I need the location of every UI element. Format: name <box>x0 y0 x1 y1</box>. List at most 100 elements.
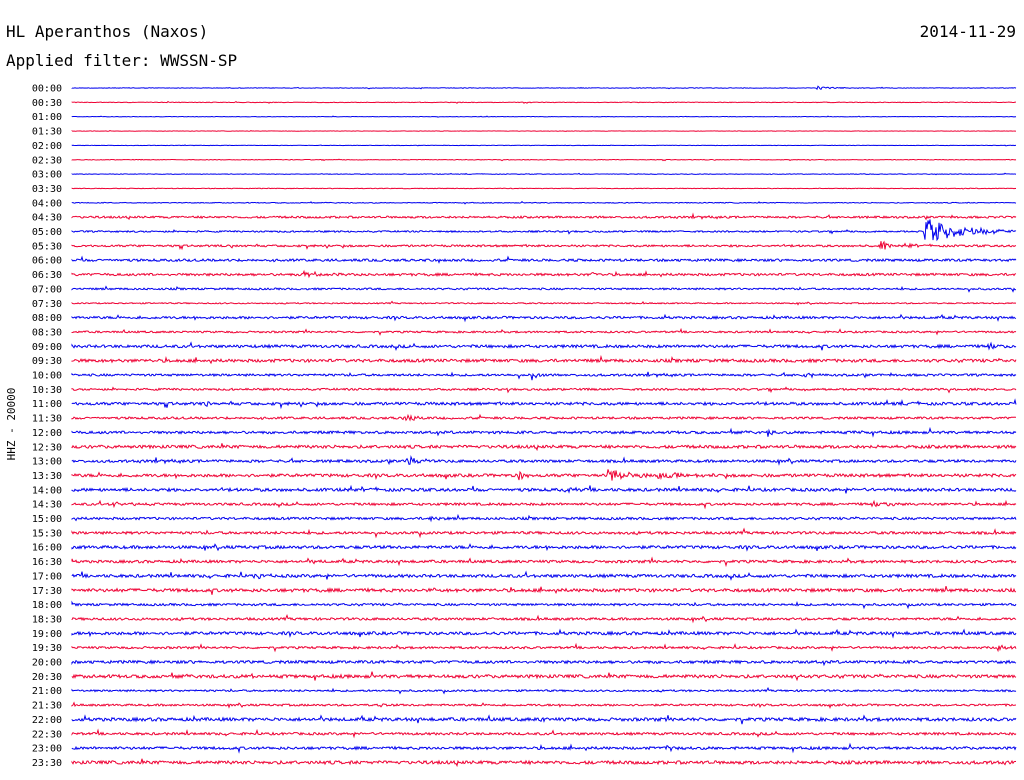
trace-row-1930: 19:30 <box>32 642 1017 654</box>
row-time-label: 17:00 <box>32 571 62 582</box>
seismic-trace <box>71 513 1017 523</box>
trace-row-1530: 15:30 <box>32 527 1017 539</box>
seismic-trace <box>71 313 1017 323</box>
trace-row-0530: 05:30 <box>32 240 1017 252</box>
seismic-trace <box>71 426 1017 438</box>
trace-row-0200: 02:00 <box>32 141 1016 152</box>
seismic-trace <box>71 600 1017 610</box>
trace-row-1630: 16:30 <box>32 556 1017 568</box>
row-time-label: 19:30 <box>32 643 62 654</box>
row-time-label: 22:30 <box>32 729 62 740</box>
row-time-label: 23:30 <box>32 758 62 769</box>
row-time-label: 13:30 <box>32 471 62 482</box>
row-time-label: 15:30 <box>32 528 62 539</box>
trace-row-1230: 12:30 <box>32 442 1017 453</box>
row-time-label: 15:00 <box>32 514 62 525</box>
seismic-trace <box>71 354 1017 365</box>
seismic-trace <box>71 443 1017 452</box>
trace-row-0730: 07:30 <box>32 299 1017 310</box>
row-time-label: 10:00 <box>32 371 62 382</box>
trace-row-0430: 04:30 <box>32 212 1017 224</box>
seismic-trace <box>71 172 1017 176</box>
seismic-trace <box>71 628 1017 639</box>
seismic-trace <box>71 300 1017 306</box>
trace-row-0500: 05:00 <box>32 219 1017 242</box>
seismic-trace <box>71 398 1017 410</box>
trace-row-0330: 03:30 <box>32 184 1017 195</box>
trace-row-0800: 08:00 <box>32 313 1017 324</box>
row-time-label: 05:00 <box>32 227 62 238</box>
row-time-label: 18:30 <box>32 614 62 625</box>
date-label: 2014-11-29 <box>920 22 1016 41</box>
seismic-trace <box>71 327 1017 336</box>
row-time-label: 04:00 <box>32 198 62 209</box>
row-time-label: 00:30 <box>32 98 62 109</box>
trace-row-2000: 20:00 <box>32 658 1017 669</box>
row-time-label: 09:30 <box>32 356 62 367</box>
seismic-trace <box>71 212 1017 221</box>
seismic-trace <box>71 341 1017 351</box>
seismic-trace <box>71 269 1017 279</box>
seismic-trace <box>71 499 1017 510</box>
seismic-trace <box>71 527 1017 539</box>
row-time-label: 22:00 <box>32 715 62 726</box>
trace-rows: 00:00 00:30 01:00 01:30 02:00 02:30 03:00 03:30… <box>32 84 1017 769</box>
station-title: HL Aperanthos (Naxos) <box>6 22 208 41</box>
trace-row-1330: 13:30 <box>32 469 1017 482</box>
row-time-label: 20:30 <box>32 672 62 683</box>
row-time-label: 06:30 <box>32 270 62 281</box>
seismic-trace <box>71 469 1017 481</box>
row-time-label: 07:00 <box>32 284 62 295</box>
trace-row-0100: 01:00 <box>32 112 1017 123</box>
trace-row-1500: 15:00 <box>32 513 1017 525</box>
trace-row-1100: 11:00 <box>32 398 1017 410</box>
trace-row-0830: 08:30 <box>32 327 1017 338</box>
row-time-label: 06:00 <box>32 256 62 267</box>
row-time-label: 09:00 <box>32 342 62 353</box>
row-time-label: 21:00 <box>32 686 62 697</box>
row-time-label: 08:00 <box>32 313 62 324</box>
row-time-label: 03:00 <box>32 170 62 181</box>
seismic-trace <box>71 758 1017 768</box>
trace-row-0300: 03:00 <box>32 170 1017 181</box>
row-time-label: 01:30 <box>32 127 62 138</box>
trace-row-1400: 14:00 <box>32 484 1017 496</box>
trace-row-1700: 17:00 <box>32 570 1017 582</box>
seismic-trace <box>71 219 1017 242</box>
seismic-trace <box>71 484 1017 494</box>
row-time-label: 08:30 <box>32 327 62 338</box>
seismic-trace <box>71 200 1017 205</box>
seismic-trace <box>71 115 1017 118</box>
row-time-label: 02:30 <box>32 155 62 166</box>
trace-row-1200: 12:00 <box>32 426 1017 439</box>
row-time-label: 05:30 <box>32 241 62 252</box>
row-time-label: 21:30 <box>32 701 62 712</box>
row-time-label: 17:30 <box>32 586 62 597</box>
row-time-label: 01:00 <box>32 112 62 123</box>
trace-row-0930: 09:30 <box>32 354 1017 367</box>
seismic-trace <box>71 371 1017 381</box>
trace-row-0230: 02:30 <box>32 155 1017 166</box>
seismic-trace <box>71 686 1017 695</box>
trace-row-0700: 07:00 <box>32 284 1017 295</box>
trace-row-1000: 10:00 <box>32 371 1017 382</box>
row-time-label: 16:30 <box>32 557 62 568</box>
trace-row-0900: 09:00 <box>32 341 1017 353</box>
row-time-label: 02:00 <box>32 141 62 152</box>
channel-scale-label: HHZ - 20000 <box>5 388 18 461</box>
trace-row-1900: 19:00 <box>32 628 1017 640</box>
filter-label: Applied filter: WWSSN-SP <box>6 51 237 70</box>
seismic-trace <box>71 614 1017 624</box>
seismic-trace <box>71 255 1017 264</box>
trace-row-2230: 22:30 <box>32 728 1017 740</box>
seismic-trace <box>71 671 1017 682</box>
trace-row-1300: 13:00 <box>32 454 1017 468</box>
row-time-label: 14:00 <box>32 485 62 496</box>
seismic-trace <box>71 454 1017 466</box>
row-time-label: 03:30 <box>32 184 62 195</box>
row-time-label: 12:00 <box>32 428 62 439</box>
seismic-trace <box>71 714 1017 725</box>
row-time-label: 10:30 <box>32 385 62 396</box>
trace-row-2030: 20:30 <box>32 671 1017 683</box>
seismic-trace <box>71 386 1017 394</box>
